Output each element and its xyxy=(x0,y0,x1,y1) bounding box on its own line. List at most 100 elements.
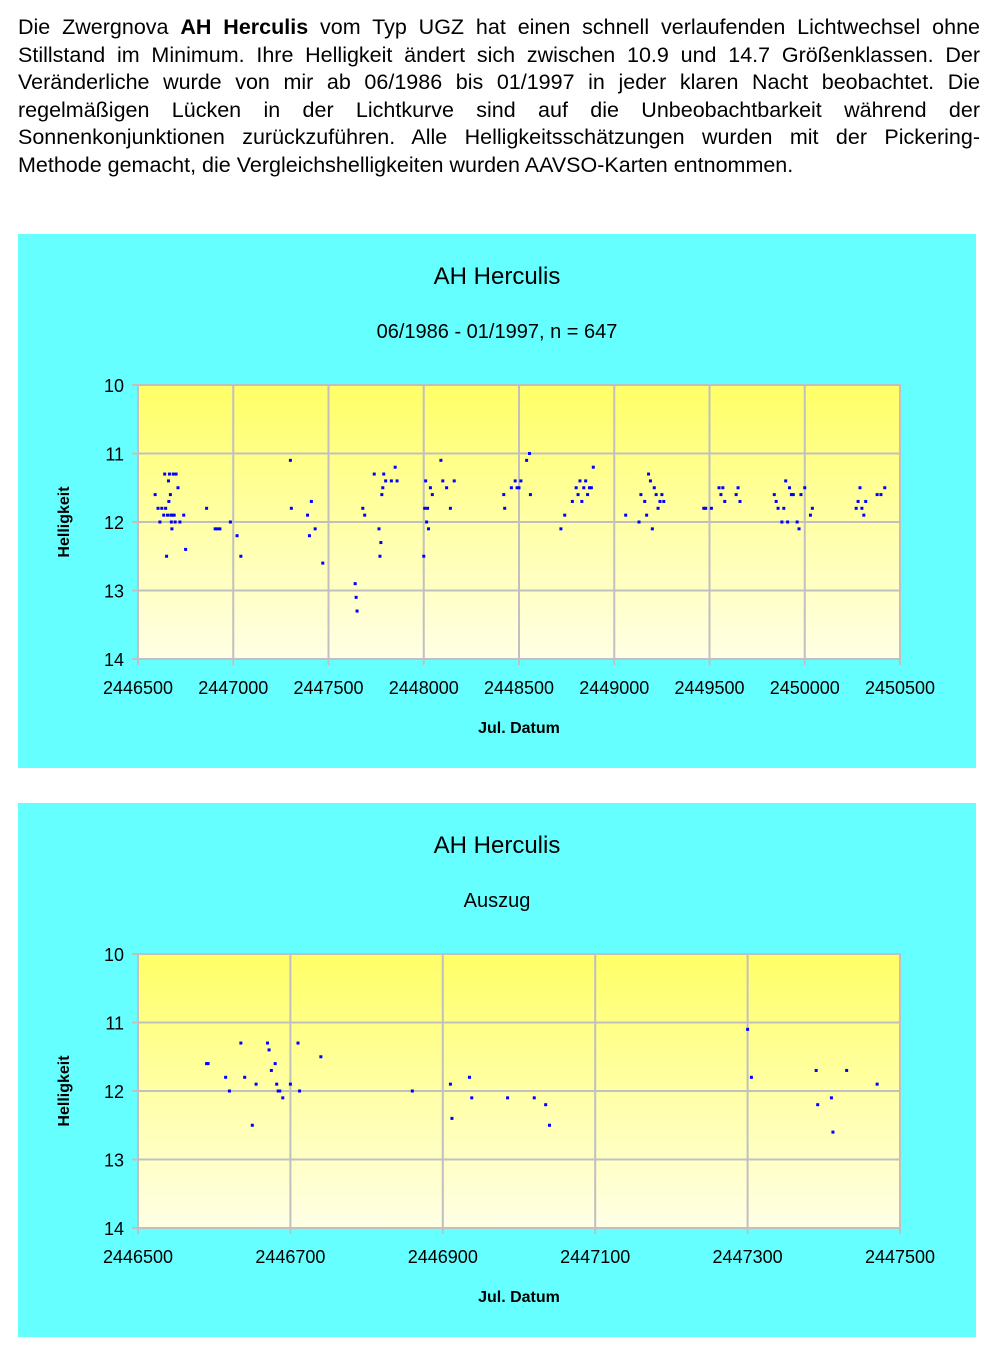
x-tick-label: 2450500 xyxy=(865,678,935,698)
data-point xyxy=(278,1089,282,1093)
data-point xyxy=(845,1068,849,1072)
x-tick-label: 2449000 xyxy=(579,678,649,698)
data-point xyxy=(864,499,868,503)
intro-paragraph: Die Zwergnova AH Herculis vom Typ UGZ ha… xyxy=(18,14,980,179)
data-point xyxy=(875,493,879,497)
data-point xyxy=(239,554,243,558)
data-point xyxy=(723,499,727,503)
data-point xyxy=(174,472,178,476)
intro-text-rest: vom Typ UGZ hat einen schnell verlaufend… xyxy=(18,15,980,177)
data-point xyxy=(570,499,574,503)
data-point xyxy=(702,506,706,510)
data-point xyxy=(319,1055,323,1059)
data-point xyxy=(580,499,584,503)
data-point xyxy=(169,513,173,517)
data-point xyxy=(178,520,182,524)
data-point xyxy=(384,479,388,483)
data-point xyxy=(377,527,381,531)
data-point xyxy=(281,1096,285,1100)
data-point xyxy=(218,527,222,531)
data-point xyxy=(624,513,628,517)
data-point xyxy=(814,1068,818,1072)
data-point xyxy=(791,493,795,497)
data-point xyxy=(361,506,365,510)
data-point xyxy=(717,486,721,490)
data-point xyxy=(275,1082,279,1086)
data-point xyxy=(395,479,399,483)
data-point xyxy=(776,506,780,510)
x-tick-label: 2447500 xyxy=(293,678,363,698)
data-point xyxy=(430,493,434,497)
intro-text-start: Die Zwergnova xyxy=(18,15,181,39)
data-point xyxy=(165,554,169,558)
data-point xyxy=(167,472,171,476)
data-point xyxy=(393,465,397,469)
data-point xyxy=(643,499,647,503)
chart-subtitle: Auszug xyxy=(464,890,531,912)
data-point xyxy=(879,493,883,497)
data-point xyxy=(296,1041,300,1045)
data-point xyxy=(772,493,776,497)
data-point xyxy=(586,493,590,497)
x-tick-label: 2446700 xyxy=(255,1247,325,1267)
data-point xyxy=(470,1096,474,1100)
data-point xyxy=(582,486,586,490)
data-point xyxy=(547,1123,551,1127)
data-point xyxy=(789,493,793,497)
data-point xyxy=(784,479,788,483)
data-point xyxy=(205,506,209,510)
data-point xyxy=(860,506,864,510)
x-tick-label: 2447500 xyxy=(865,1247,935,1267)
data-point xyxy=(746,1027,750,1031)
data-point xyxy=(574,486,578,490)
data-point xyxy=(519,479,523,483)
data-point xyxy=(243,1075,247,1079)
data-point xyxy=(288,1082,292,1086)
data-point xyxy=(788,486,792,490)
data-point xyxy=(503,506,507,510)
x-tick-label: 2450000 xyxy=(770,678,840,698)
data-point xyxy=(589,486,593,490)
data-point xyxy=(224,1075,228,1079)
data-point xyxy=(782,506,786,510)
data-point xyxy=(269,1068,273,1072)
data-point xyxy=(173,520,177,524)
data-point xyxy=(169,520,173,524)
data-point xyxy=(355,609,359,613)
y-axis-label: Helligkeit xyxy=(56,486,73,558)
data-point xyxy=(441,479,445,483)
data-point xyxy=(650,527,654,531)
data-point xyxy=(172,513,176,517)
data-point xyxy=(439,458,443,462)
data-point xyxy=(378,554,382,558)
data-point xyxy=(426,506,430,510)
data-point xyxy=(313,527,317,531)
x-tick-label: 2446500 xyxy=(103,678,173,698)
data-point xyxy=(780,520,784,524)
data-point xyxy=(527,452,531,455)
data-point xyxy=(544,1103,548,1107)
plot-frame xyxy=(137,953,901,1229)
data-point xyxy=(428,486,432,490)
data-point xyxy=(736,486,740,490)
data-point xyxy=(513,479,517,483)
data-point xyxy=(422,554,426,558)
data-point xyxy=(372,472,376,476)
data-point xyxy=(450,1116,454,1120)
data-point xyxy=(648,479,652,483)
data-point xyxy=(563,513,567,517)
data-point xyxy=(858,486,862,490)
data-point xyxy=(273,1062,277,1066)
data-point xyxy=(153,493,157,497)
y-axis-label: Helligkeit xyxy=(56,1055,73,1127)
data-point xyxy=(452,479,456,483)
data-point xyxy=(171,472,175,476)
data-point xyxy=(647,472,651,476)
data-point xyxy=(427,527,431,531)
data-point xyxy=(749,1075,753,1079)
data-point xyxy=(517,486,521,490)
data-point xyxy=(184,547,188,551)
data-point xyxy=(816,1103,820,1107)
data-point xyxy=(164,506,168,510)
data-point xyxy=(738,499,742,503)
